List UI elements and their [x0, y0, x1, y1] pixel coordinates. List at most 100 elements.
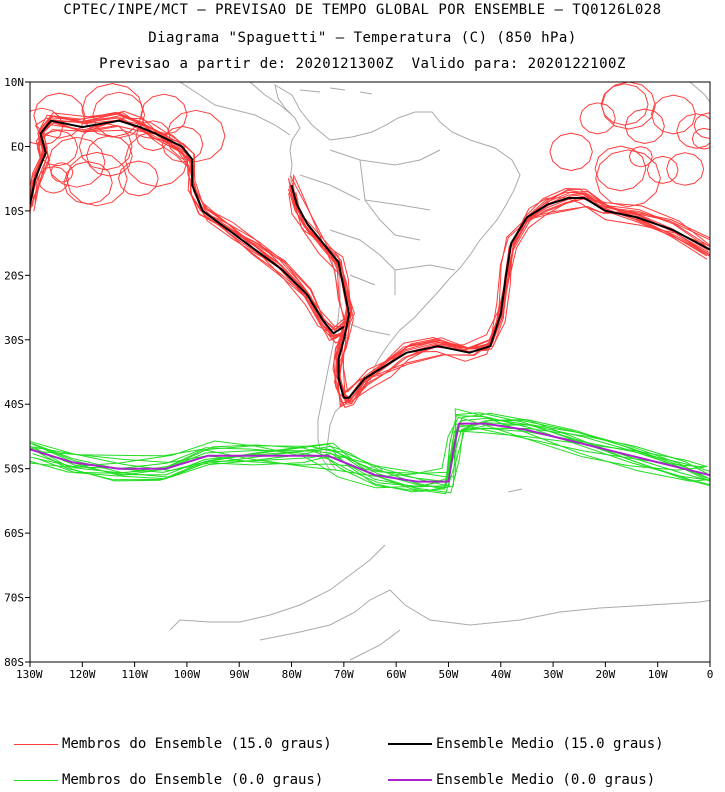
member-0-contour	[30, 408, 710, 489]
member-15-contour	[47, 136, 106, 188]
member-0-contour	[30, 423, 707, 474]
member-15-contour	[288, 188, 708, 408]
member-15-contour	[50, 162, 74, 183]
longitude-axis: 130W 120W 110W 100W 90W 80W 70W 60W 50W 40W 30W 20W…	[16, 662, 713, 681]
member-15-contour	[140, 93, 188, 136]
lat-tick-label: 40S	[4, 398, 24, 411]
member-15-contour	[291, 179, 710, 400]
antarctic-peninsula-coast	[169, 544, 710, 641]
legend-label-members-15: Membros do Ensemble (15.0 graus)	[62, 736, 332, 752]
lat-tick-label: 60S	[4, 527, 24, 540]
ensemble-mean-15-contour	[30, 119, 345, 335]
lat-tick-label: 70S	[4, 592, 24, 605]
member-15-contour	[292, 174, 710, 393]
member-15-contour	[37, 130, 79, 167]
member-15-contour	[33, 92, 86, 139]
member-0-contour	[30, 420, 710, 494]
member-15-contour	[135, 120, 171, 151]
lon-tick-label: 110W	[121, 668, 148, 681]
member-15-contour	[66, 151, 128, 207]
member-0-contour	[34, 416, 705, 478]
lon-tick-label: 80W	[282, 668, 302, 681]
member-15-contour	[579, 102, 616, 135]
lon-tick-label: 40W	[491, 668, 511, 681]
legend-label-members-0: Membros do Ensemble (0.0 graus)	[62, 772, 324, 788]
legend-swatch-members-15	[14, 743, 58, 745]
member-15-contour	[594, 145, 647, 192]
member-15-contour	[204, 55, 225, 69]
member-15-contour	[202, 57, 224, 80]
coastlines	[169, 82, 710, 661]
lat-tick-label: 50S	[4, 463, 24, 476]
member-15-contour	[212, 61, 227, 80]
ensemble-mean-0-contour	[30, 422, 710, 483]
lat-tick-label: 20S	[4, 269, 24, 282]
member-15-contour	[676, 113, 710, 149]
lon-tick-label: 20W	[595, 668, 615, 681]
legend-item-members-0: Membros do Ensemble (0.0 graus)	[14, 772, 323, 788]
member-15-contour	[210, 58, 223, 69]
member-15-contour	[624, 108, 665, 144]
lon-tick-label: 90W	[229, 668, 249, 681]
south-georgia	[507, 488, 523, 493]
member-15-contour	[207, 60, 227, 77]
member-15-contour	[288, 185, 708, 404]
member-15-contour	[81, 83, 144, 138]
member-15-contour	[209, 50, 219, 62]
lon-tick-label: 0	[707, 668, 714, 681]
member-0-contour	[34, 419, 710, 495]
caribbean-islands	[299, 87, 373, 95]
africa-coast	[689, 82, 710, 104]
lat-tick-label: 10S	[4, 205, 24, 218]
member-15-contour	[209, 51, 225, 66]
member-0-contour	[30, 430, 708, 478]
header-line-1: CPTEC/INPE/MCT – PREVISAO DE TEMPO GLOBA…	[63, 2, 662, 18]
member-15-contour	[208, 62, 227, 75]
lon-tick-label: 130W	[16, 668, 43, 681]
member-15-contour	[86, 135, 133, 177]
lon-tick-label: 100W	[174, 668, 201, 681]
member-15-contour	[693, 112, 710, 139]
member-15-contour	[212, 54, 226, 66]
legend-swatch-mean-15	[388, 743, 432, 745]
legend-swatch-members-0	[14, 779, 58, 781]
member-15-contour	[37, 166, 69, 194]
member-15-contour	[210, 50, 227, 62]
member-0-contour	[30, 412, 710, 492]
lon-tick-label: 120W	[69, 668, 96, 681]
member-15-contour	[208, 50, 220, 71]
legend-label-mean-0: Ensemble Medio (0.0 graus)	[436, 772, 656, 788]
lat-tick-label: 10N	[4, 76, 24, 89]
legend-swatch-mean-0	[388, 779, 432, 781]
member-15-contour	[628, 146, 653, 168]
member-15-contour	[646, 155, 679, 184]
lat-tick-label: 30S	[4, 334, 24, 347]
member-15-contour	[124, 130, 189, 188]
member-15-contour	[549, 132, 593, 171]
header-line-2: Diagrama "Spaguetti" – Temperatura (C) (…	[148, 30, 577, 46]
member-15-contour	[30, 115, 347, 340]
member-15-contour	[30, 112, 350, 344]
members-15-layer	[30, 50, 710, 408]
central-america-coast	[179, 82, 293, 136]
member-15-contour	[595, 149, 661, 208]
legend-item-mean-0: Ensemble Medio (0.0 graus)	[388, 772, 655, 788]
member-15-contour	[63, 161, 113, 205]
ensemble-mean-layer	[30, 56, 710, 483]
ensemble-mean-15-contour	[208, 56, 224, 69]
lat-tick-label: 80S	[4, 656, 24, 669]
header-line-3: Previsao a partir de: 2020121300Z Valido…	[99, 56, 626, 72]
member-15-contour	[666, 152, 705, 186]
south-america-coast	[274, 83, 521, 471]
map-frame	[29, 81, 711, 663]
latitude-axis: 10N EQ 10S 20S 30S 40S 50S 60S 70S 80S	[4, 76, 30, 669]
member-15-contour	[651, 94, 696, 135]
member-15-contour	[118, 160, 159, 197]
member-15-contour	[293, 175, 710, 403]
lon-tick-label: 70W	[334, 668, 354, 681]
member-15-contour	[600, 83, 649, 126]
member-15-contour	[210, 56, 223, 66]
member-15-contour	[30, 119, 346, 331]
legend-item-members-15: Membros do Ensemble (15.0 graus)	[14, 736, 332, 752]
